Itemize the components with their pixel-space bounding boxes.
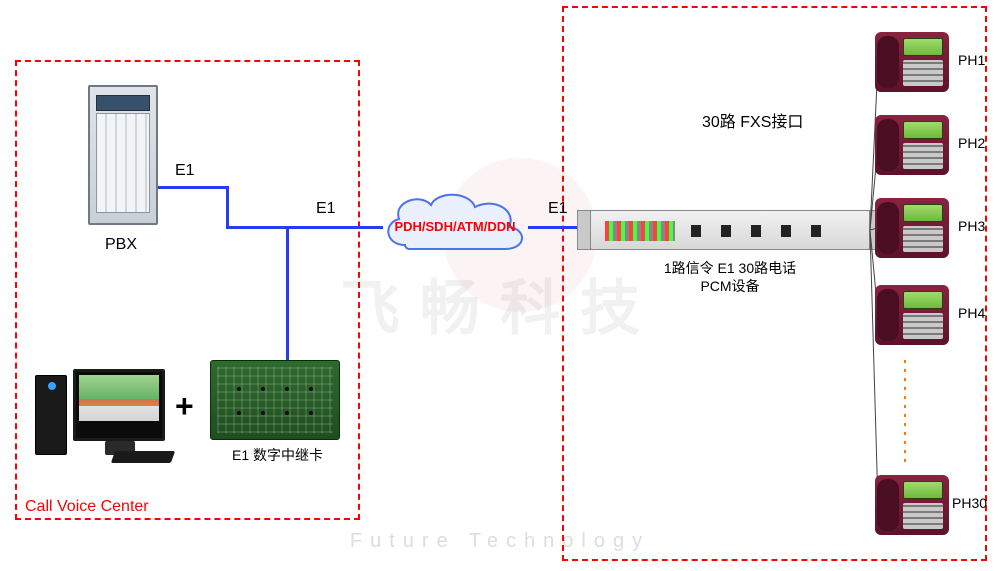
pcm-label-2: PCM设备 [640, 276, 820, 296]
card-label: E1 数字中继卡 [232, 445, 323, 465]
e1-label-right: E1 [548, 200, 568, 218]
phone-ph3 [875, 198, 949, 258]
pbx-rack [88, 85, 158, 225]
e1-label-pbx: E1 [175, 162, 195, 180]
phone-ph2 [875, 115, 949, 175]
link-line [226, 226, 383, 229]
link-line [158, 186, 228, 189]
phone-label: PH3 [958, 218, 985, 234]
phone-label: PH1 [958, 52, 985, 68]
pcm-device [590, 210, 870, 250]
e1-label-left: E1 [316, 200, 336, 218]
pbx-label: PBX [105, 236, 137, 254]
phone-ph1 [875, 32, 949, 92]
plus-symbol: + [175, 388, 194, 425]
link-line [226, 186, 229, 228]
phone-label: PH2 [958, 135, 985, 151]
fxs-label: 30路 FXS接口 [702, 108, 803, 132]
phone-label: PH4 [958, 305, 985, 321]
left-box-label: Call Voice Center [25, 498, 149, 516]
pcm-label-1: 1路信令 E1 30路电话 [640, 258, 820, 278]
phone-ph4 [875, 285, 949, 345]
phone-label: PH30 [952, 495, 987, 511]
pc-workstation [35, 345, 165, 455]
network-cloud: PDH/SDH/ATM/DDN [375, 185, 535, 265]
e1-trunk-card [210, 360, 340, 440]
phone-ph30 [875, 475, 949, 535]
link-line [286, 226, 289, 360]
cloud-label: PDH/SDH/ATM/DDN [375, 219, 535, 234]
